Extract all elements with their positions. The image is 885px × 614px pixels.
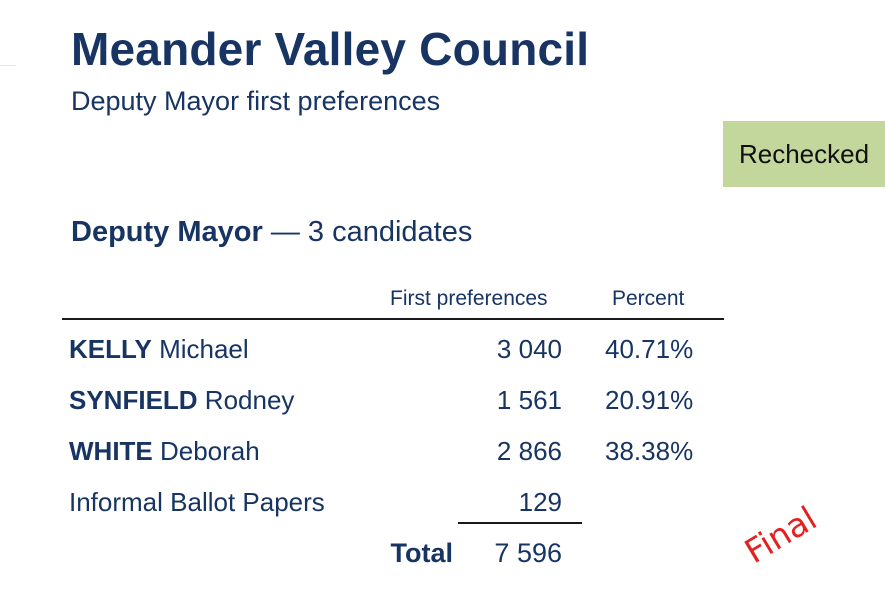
column-header-first-preferences: First preferences xyxy=(390,287,548,310)
percent-value: 38.38% xyxy=(605,436,694,466)
candidate-given-name: Michael xyxy=(151,334,249,364)
header-divider xyxy=(62,318,724,320)
column-header-percent: Percent xyxy=(612,287,685,310)
table-row: KELLY Michael 3 040 40.71% xyxy=(0,334,885,374)
table-row: WHITE Deborah 2 866 38.38% xyxy=(0,436,885,476)
first-preferences-value: 2 866 xyxy=(496,436,562,466)
candidate-name: SYNFIELD Rodney xyxy=(69,385,294,416)
informal-value: 129 xyxy=(518,487,562,517)
section-heading-count: — 3 candidates xyxy=(262,216,473,248)
candidate-given-name: Rodney xyxy=(197,385,295,415)
candidate-given-name: Deborah xyxy=(152,436,260,466)
section-heading: Deputy Mayor — 3 candidates xyxy=(71,216,472,249)
total-label: Total xyxy=(390,538,454,568)
total-value: 7 596 xyxy=(494,538,562,568)
page-subtitle: Deputy Mayor first preferences xyxy=(71,86,441,116)
section-heading-office: Deputy Mayor xyxy=(71,216,263,248)
total-row: Total 7 596 xyxy=(0,538,885,578)
informal-label: Informal Ballot Papers xyxy=(69,487,325,517)
edge-mark xyxy=(0,65,16,66)
total-divider xyxy=(458,522,582,524)
candidate-surname: WHITE xyxy=(69,436,153,466)
status-badge: Rechecked xyxy=(723,121,885,187)
informal-row: Informal Ballot Papers 129 xyxy=(0,487,885,527)
percent-value: 40.71% xyxy=(605,334,694,364)
first-preferences-value: 3 040 xyxy=(496,334,562,364)
table-row: SYNFIELD Rodney 1 561 20.91% xyxy=(0,385,885,425)
candidate-surname: KELLY xyxy=(69,334,152,364)
candidate-name: KELLY Michael xyxy=(69,334,249,365)
percent-value: 20.91% xyxy=(605,385,694,415)
candidate-name: WHITE Deborah xyxy=(69,436,260,467)
candidate-surname: SYNFIELD xyxy=(69,385,198,415)
first-preferences-value: 1 561 xyxy=(496,385,562,415)
page-title: Meander Valley Council xyxy=(71,23,590,75)
